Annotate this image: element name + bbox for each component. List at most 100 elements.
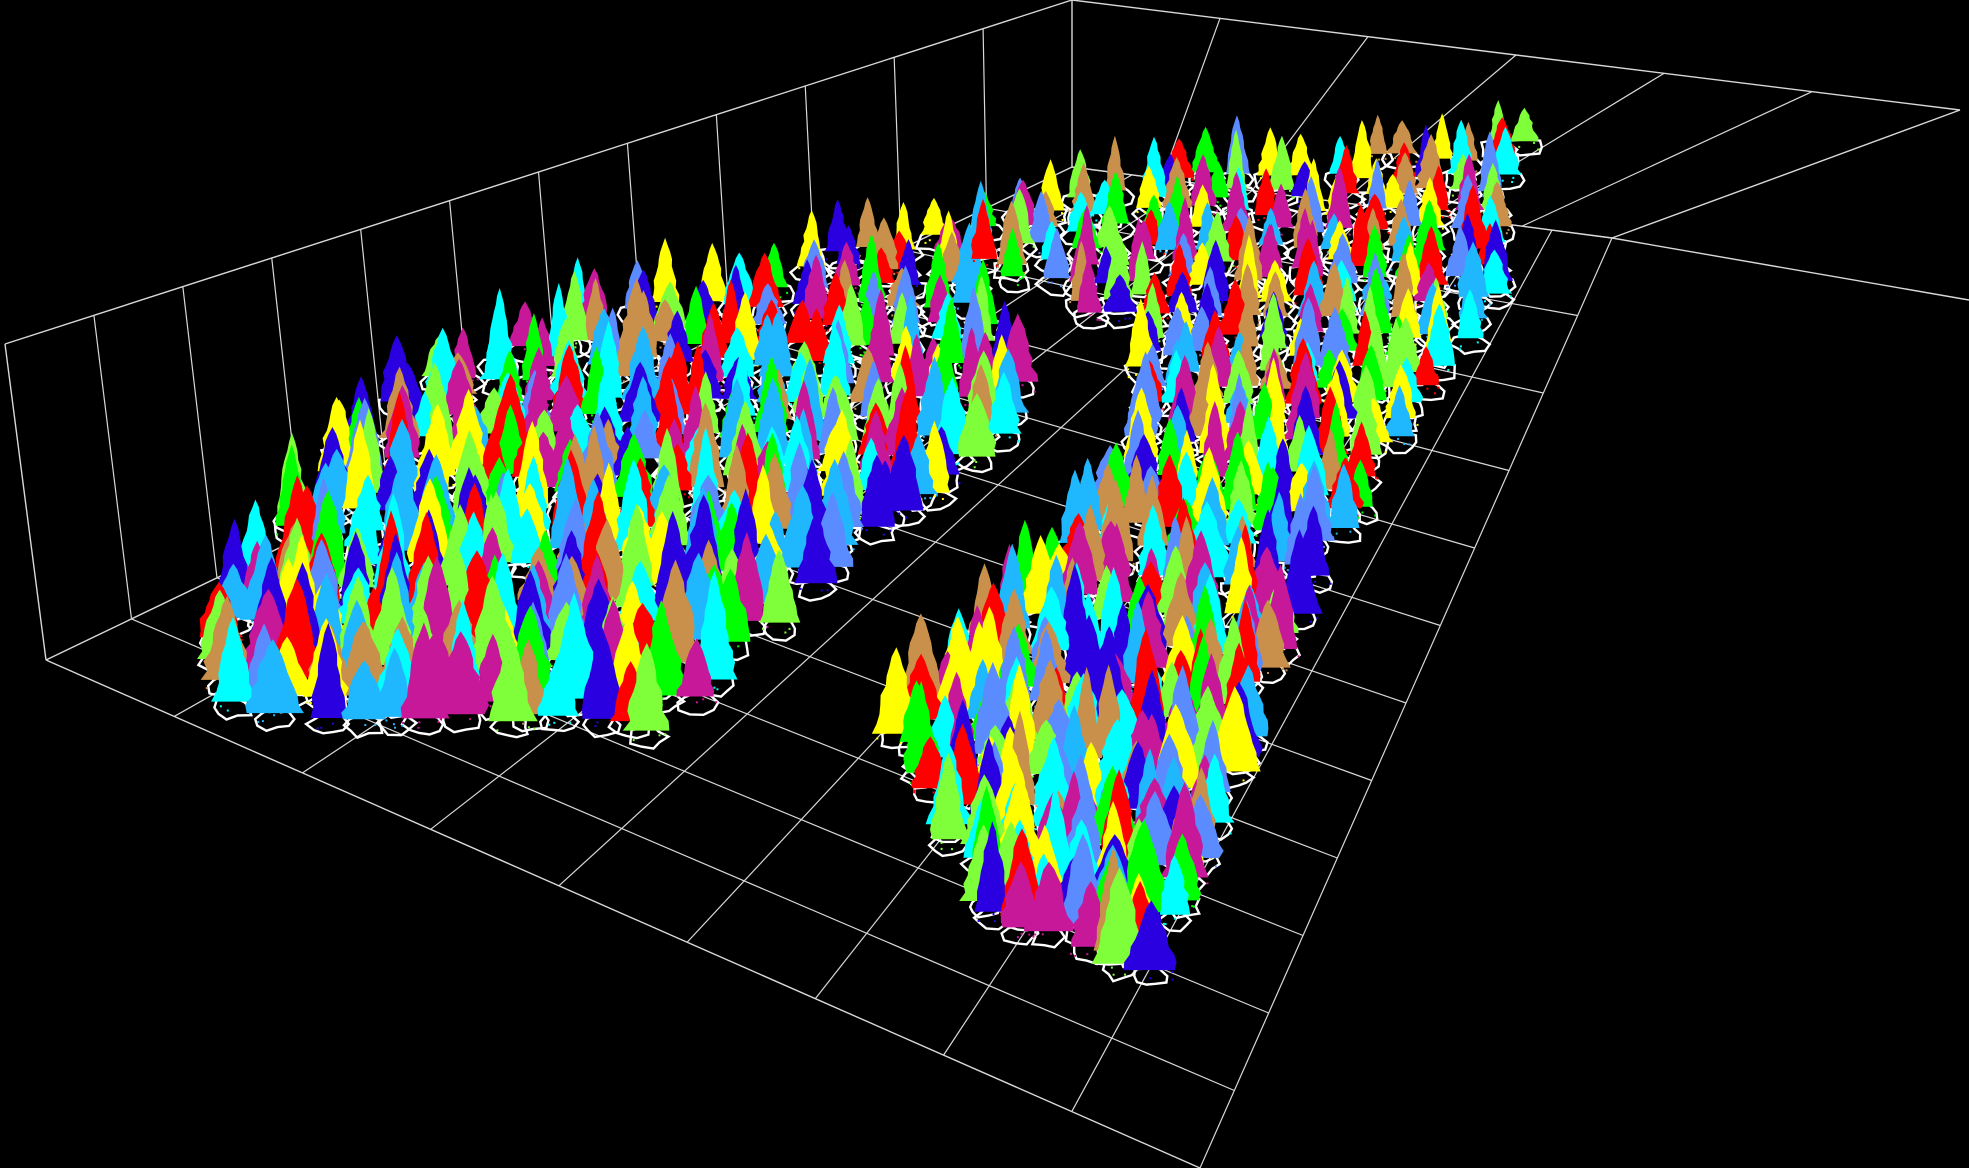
right-plot-stem-point [1157, 424, 1160, 427]
wall-grid-line [1161, 18, 1221, 180]
right-plot-stem-point [1283, 566, 1286, 569]
right-plot-stem-point [1023, 272, 1025, 274]
left-plot-crown [856, 197, 879, 247]
left-plot-stem-point [394, 726, 396, 729]
left-plot-stem-point [1033, 390, 1036, 393]
right-plot-stem-point [1482, 211, 1485, 214]
right-plot-stem-point [1446, 285, 1449, 288]
left-plot-crown [211, 616, 254, 702]
left-plot-stem-point [790, 403, 793, 406]
right-plot-crown [1159, 854, 1191, 915]
left-plot-stem-point [918, 329, 921, 332]
left-plot-stem-point [826, 329, 829, 332]
left-plot-stem-point [849, 364, 852, 367]
right-plot-stem-point [1234, 336, 1237, 339]
right-plot-stem-point [1509, 295, 1512, 298]
right-plot-stem-point [1451, 194, 1454, 197]
left-plot-stem-point [719, 435, 722, 438]
right-plot-crown [1269, 135, 1295, 190]
right-plot-crown [1203, 211, 1235, 262]
right-plot-stem-point [1434, 392, 1436, 395]
right-plot-stem-point [1096, 318, 1099, 321]
right-plot-crown [1069, 162, 1096, 212]
right-plot-stem-point [995, 264, 998, 267]
left-plot-stem-point [896, 271, 899, 274]
left-plot-crown [621, 326, 663, 400]
left-plot-crown [676, 638, 715, 697]
left-plot-stem-point [346, 700, 349, 703]
right-plot-stem-point [1501, 179, 1504, 182]
left-plot-stem-point [402, 722, 405, 724]
left-plot-stem-point [858, 517, 861, 520]
right-plot-stem-point [1127, 376, 1130, 379]
left-plot-stem-point [523, 348, 526, 351]
left-plot-crown [310, 622, 350, 718]
right-plot-crown [1137, 508, 1171, 576]
right-plot-stem-point [1384, 451, 1387, 453]
right-plot-stem-point [1286, 569, 1289, 572]
right-plot-stem-point [1231, 615, 1234, 618]
left-plot-crown [754, 377, 792, 457]
right-plot-stem-point [1394, 157, 1397, 160]
right-plot-stem-point [1124, 317, 1127, 320]
left-plot-stem-point [721, 390, 724, 393]
right-plot-stem-point [1384, 212, 1386, 215]
left-plot-stem-point [825, 324, 828, 327]
left-plot-stem-point [825, 258, 828, 261]
right-plot-stem-point [1348, 233, 1351, 236]
left-plot-stem-point [788, 627, 791, 630]
right-plot-stem-point [1019, 278, 1022, 280]
left-plot-stem-point [964, 404, 967, 407]
right-plot-stem-point [1482, 194, 1485, 197]
right-plot-stem-point [1329, 582, 1332, 585]
right-plot-stem-point [1228, 267, 1231, 270]
right-plot-stem-point [1414, 343, 1417, 346]
right-plot-stem-point [1124, 973, 1126, 976]
right-plot-stem-point [1426, 335, 1429, 338]
wall-grid-line [982, 28, 988, 209]
right-plot-stem-point [1174, 917, 1177, 920]
right-plot-crown [1119, 819, 1169, 913]
left-plot-crown [794, 512, 838, 584]
right-plot-stem-point [992, 913, 995, 915]
right-plot-stem-point [1162, 922, 1165, 925]
right-plot-stem-point [1136, 211, 1139, 214]
right-plot-stem-point [1028, 933, 1031, 936]
right-plot-stem-point [1016, 936, 1019, 939]
left-plot-stem-point [226, 709, 229, 712]
left-plot-stem-point [779, 296, 782, 299]
right-plot-stem-point [1034, 828, 1037, 831]
right-plot-stem-point [1242, 779, 1245, 782]
right-plot-stem-point [899, 742, 902, 745]
right-plot-stem-point [1289, 306, 1292, 309]
left-plot-stem-point [860, 512, 863, 515]
right-plot-stem-point [1164, 923, 1167, 926]
left-plot-stem-point [659, 346, 662, 349]
right-plot-stem-point [1335, 532, 1338, 535]
right-plot-stem-point [1092, 214, 1095, 217]
left-plot-stem-point [553, 721, 556, 724]
right-plot-stem-point [1192, 905, 1195, 908]
right-plot-stem-point [994, 920, 997, 923]
right-plot-stem-point [1281, 668, 1284, 670]
right-plot-stem-point [1280, 348, 1283, 351]
left-plot-stem-point [860, 303, 863, 306]
right-plot-crown [1416, 177, 1445, 226]
left-plot-stem-point [549, 371, 552, 373]
left-plot-stem-point [276, 533, 279, 536]
left-plot-stem-point [1008, 436, 1011, 439]
left-plot-crown [537, 653, 580, 716]
left-plot-stem-point [859, 354, 862, 357]
right-plot-crown [1380, 174, 1407, 208]
left-plot-stem-point [695, 701, 698, 704]
left-plot-stem-point [857, 292, 860, 295]
left-plot-stem-point [820, 589, 823, 592]
left-plot-stem-point [915, 285, 918, 288]
left-plot-stem-point [527, 566, 530, 569]
left-plot-stem-point [818, 362, 821, 365]
left-plot-stem-point [865, 529, 868, 532]
right-plot-crown [1362, 225, 1388, 277]
right-plot-stem-point [1448, 216, 1451, 219]
right-plot-crown [1511, 107, 1539, 142]
